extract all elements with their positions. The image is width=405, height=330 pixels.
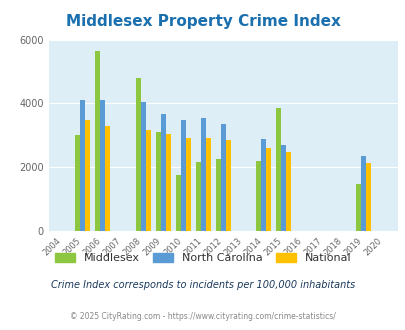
Bar bbox=[265, 148, 270, 231]
Bar bbox=[180, 120, 185, 231]
Bar bbox=[220, 124, 225, 231]
Bar bbox=[185, 138, 190, 231]
Bar bbox=[205, 139, 210, 231]
Legend: Middlesex, North Carolina, National: Middlesex, North Carolina, National bbox=[50, 248, 355, 268]
Bar bbox=[140, 102, 145, 231]
Bar bbox=[155, 132, 160, 231]
Text: © 2025 CityRating.com - https://www.cityrating.com/crime-statistics/: © 2025 CityRating.com - https://www.city… bbox=[70, 312, 335, 321]
Bar bbox=[355, 184, 360, 231]
Bar bbox=[365, 163, 371, 231]
Bar bbox=[165, 134, 170, 231]
Text: Middlesex Property Crime Index: Middlesex Property Crime Index bbox=[65, 14, 340, 29]
Bar bbox=[145, 130, 150, 231]
Bar bbox=[255, 161, 260, 231]
Bar bbox=[260, 140, 265, 231]
Text: Crime Index corresponds to incidents per 100,000 inhabitants: Crime Index corresponds to incidents per… bbox=[51, 280, 354, 290]
Bar bbox=[200, 118, 205, 231]
Bar bbox=[135, 78, 140, 231]
Bar bbox=[100, 100, 105, 231]
Bar bbox=[80, 100, 85, 231]
Bar bbox=[285, 152, 290, 231]
Bar bbox=[215, 159, 220, 231]
Bar bbox=[160, 114, 165, 231]
Bar bbox=[95, 51, 100, 231]
Bar bbox=[105, 126, 110, 231]
Bar bbox=[280, 145, 285, 231]
Bar bbox=[275, 108, 280, 231]
Bar bbox=[360, 156, 365, 231]
Bar bbox=[225, 140, 230, 231]
Bar bbox=[85, 120, 90, 231]
Bar bbox=[175, 175, 180, 231]
Bar bbox=[195, 162, 200, 231]
Bar bbox=[75, 135, 80, 231]
